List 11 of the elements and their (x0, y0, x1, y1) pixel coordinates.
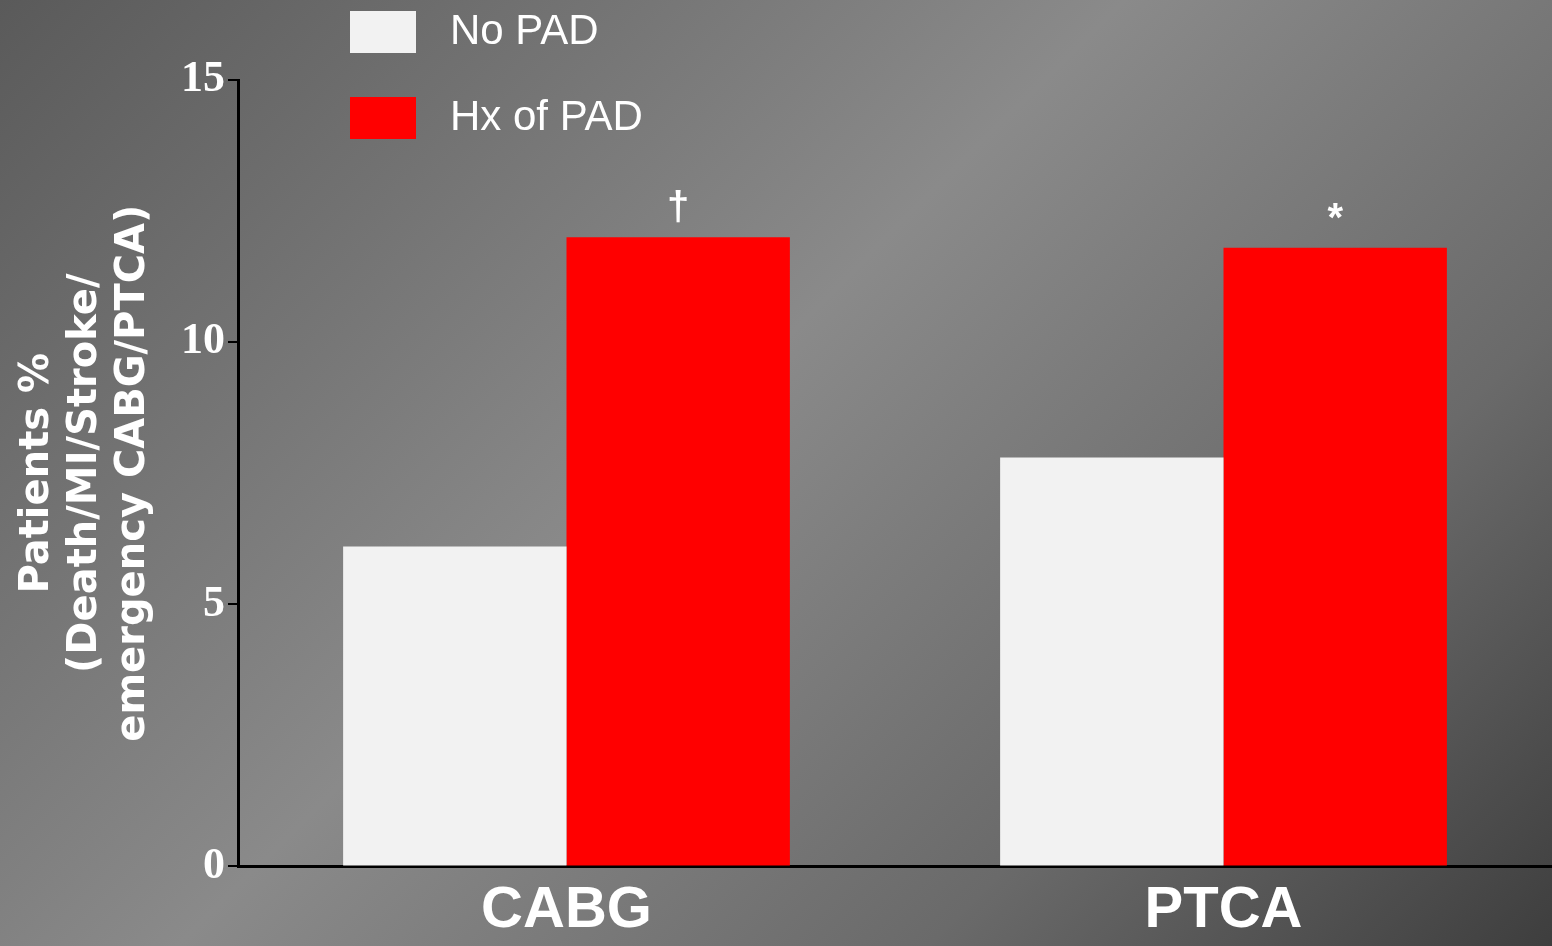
annotation: † (667, 184, 690, 229)
legend-label: Hx of PAD (450, 91, 643, 139)
y-tick-label: 15 (181, 52, 225, 102)
annotation: * (1327, 194, 1344, 239)
x-tick-label: CABG (481, 874, 652, 940)
y-tick-label: 5 (203, 576, 225, 626)
y-tick-label: 10 (181, 314, 225, 364)
y-tick-label: 0 (203, 838, 225, 888)
legend-label: No PAD (450, 5, 599, 53)
y-axis-title: Patients % (Death/MI/Stroke/ emergency CABG/PTCA) (11, 204, 154, 742)
x-tick-label: PTCA (1144, 874, 1303, 940)
